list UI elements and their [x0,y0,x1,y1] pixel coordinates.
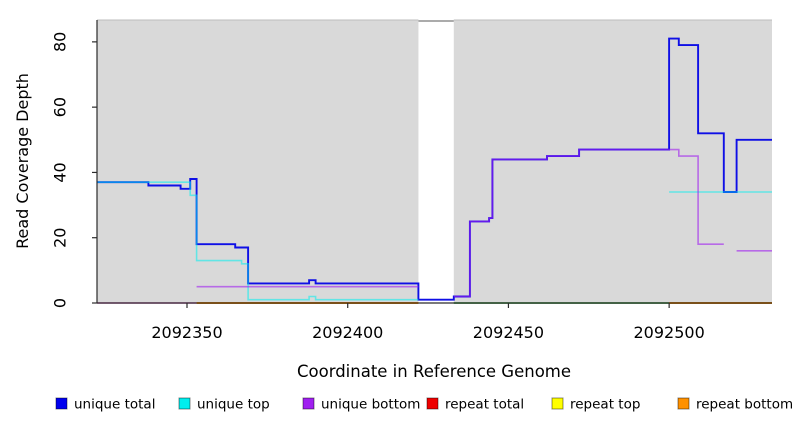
y-axis-title: Read Coverage Depth [13,73,32,249]
legend: unique total unique top unique bottom repea… [55,397,792,413]
legend-item: unique top [178,397,270,413]
legend-item: repeat total [426,397,524,413]
y-tick-label: 60 [51,97,70,117]
series-line-unique-bottom [196,148,772,298]
legend-swatch-repeat-top [551,397,564,410]
series-line-unique-top [97,181,772,301]
legend-label: repeat total [445,397,524,413]
legend-label: repeat top [570,397,640,413]
legend-swatch-unique-top [178,397,191,410]
x-axis-title: Coordinate in Reference Genome [297,362,571,381]
x-tick-label: 2092350 [151,323,222,342]
legend-swatch-repeat-bottom [677,397,690,410]
legend-label: unique bottom [321,397,420,413]
legend-swatch-unique-bottom [302,397,315,410]
legend-swatch-repeat-total [426,397,439,410]
legend-item: repeat bottom [677,397,792,413]
x-tick-label: 2092500 [634,323,705,342]
y-tick-label: 80 [51,32,70,52]
y-tick-label: 40 [51,162,70,182]
legend-label: repeat bottom [696,397,792,413]
legend-swatch-unique-total [55,397,68,410]
legend-item: unique bottom [302,397,420,413]
axes: 2092350 2092400 2092450 2092500 0 20 40 60 80 [51,20,772,342]
masked-region [418,19,454,303]
legend-item: repeat top [551,397,640,413]
legend-label: unique top [197,397,270,413]
legend-label: unique total [74,397,155,413]
y-tick-label: 20 [51,228,70,248]
plot-background [97,19,772,303]
y-tick-label: 0 [51,298,70,308]
x-tick-label: 2092400 [312,323,383,342]
legend-item: unique total [55,397,155,413]
x-tick-label: 2092450 [473,323,544,342]
